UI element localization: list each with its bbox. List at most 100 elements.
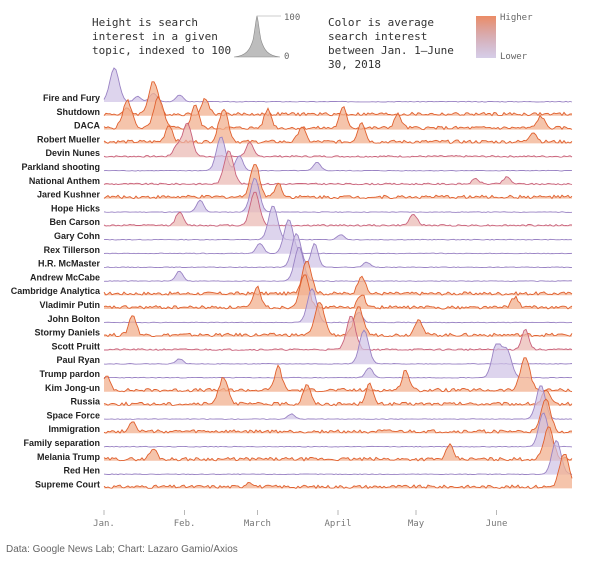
ridge-area [104, 357, 572, 392]
height-legend-sample [233, 15, 281, 58]
row-label: Immigration [48, 424, 100, 434]
height-legend-max: 100 [284, 13, 301, 23]
row-label: Vladimir Putin [39, 300, 100, 310]
ridge-daca: DACA [74, 95, 573, 131]
ridge-family-separation: Family separation [23, 412, 573, 448]
row-label: Russia [70, 397, 101, 407]
color-legend-text: Color is average search interest between… [328, 16, 454, 71]
row-label: Cambridge Analytica [11, 286, 101, 296]
row-label: Fire and Fury [43, 93, 100, 103]
ridge-line [103, 377, 573, 407]
ridge-area [104, 377, 572, 406]
ridge-line [104, 315, 573, 351]
ridge-area [104, 109, 572, 144]
ridge-fire-and-fury: Fire and Fury [43, 67, 573, 103]
ridge-area [104, 68, 572, 102]
ridge-line [103, 232, 573, 269]
ridge-kim-jong-un: Kim Jong-un [45, 357, 573, 393]
ridge-vladimir-putin: Vladimir Putin [39, 274, 573, 310]
ridge-andrew-mccabe: Andrew McCabe [30, 247, 573, 282]
ridge-area [104, 81, 572, 116]
ridge-melania-trump: Melania Trump [37, 426, 573, 462]
ridge-immigration: Immigration [48, 398, 572, 434]
ridge-h-r-mcmaster: H.R. McMaster [38, 232, 573, 269]
ridge-line [103, 164, 573, 200]
row-label: Trump pardon [40, 369, 101, 379]
ridge-ben-carson: Ben Carson [49, 191, 573, 227]
ridge-devin-nunes: Devin Nunes [45, 122, 573, 158]
ridge-area [104, 440, 572, 475]
ridge-line [103, 81, 573, 117]
x-tick-label: May [408, 519, 425, 529]
row-label: Family separation [23, 438, 100, 448]
ridge-line [103, 122, 573, 158]
row-label: Andrew McCabe [30, 272, 100, 282]
row-label: DACA [74, 121, 100, 131]
ridge-area [104, 316, 572, 351]
ridge-line [103, 412, 573, 448]
row-label: H.R. McMaster [38, 259, 101, 269]
source-note: Data: Google News Lab; Chart: Lazaro Gam… [6, 544, 238, 555]
ridge-national-anthem: National Anthem [29, 150, 573, 186]
ridge-rex-tillerson: Rex Tillerson [44, 219, 573, 255]
ridge-area [104, 247, 572, 282]
ridge-line [103, 205, 573, 241]
ridge-john-bolton: John Bolton [48, 288, 573, 324]
row-label: Melania Trump [37, 452, 101, 462]
color-legend-low: Lower [500, 52, 528, 62]
ridge-line [103, 95, 573, 131]
row-label: Ben Carson [49, 217, 100, 227]
x-tick-label: Jan. [93, 519, 115, 529]
ridge-space-force: Space Force [46, 385, 573, 420]
x-tick-label: Feb. [174, 519, 196, 529]
ridge-area [104, 426, 572, 461]
ridge-parkland-shooting: Parkland shooting [21, 136, 573, 172]
ridge-stormy-daniels: Stormy Daniels [34, 302, 573, 338]
ridge-line [103, 288, 573, 324]
x-tick-label: April [324, 519, 351, 529]
row-label: Shutdown [57, 107, 101, 117]
x-tick-label: June [486, 519, 508, 529]
ridge-shutdown: Shutdown [57, 81, 573, 117]
row-label: Hope Hicks [51, 203, 100, 213]
ridge-red-hen: Red Hen [63, 439, 573, 476]
ridge-trump-pardon: Trump pardon [40, 343, 573, 379]
ridge-area [104, 96, 572, 130]
ridge-line [103, 136, 573, 172]
height-legend-min: 0 [284, 52, 290, 62]
color-legend-gradient [476, 16, 496, 58]
row-label: Devin Nunes [45, 148, 100, 158]
ridge-line [103, 260, 573, 296]
ridge-line [103, 274, 573, 310]
row-label: Paul Ryan [56, 355, 100, 365]
ridge-line [103, 385, 573, 420]
ridge-line [103, 302, 573, 338]
height-legend-text: Height is search interest in a given top… [92, 16, 232, 57]
ridge-line [103, 453, 573, 490]
ridge-jared-kushner: Jared Kushner [37, 164, 573, 200]
ridge-area [104, 137, 572, 171]
ridge-russia: Russia [70, 377, 573, 407]
row-label: Jared Kushner [37, 190, 101, 200]
ridge-line [103, 439, 573, 476]
ridge-line [103, 247, 573, 282]
row-label: Gary Cohn [54, 231, 100, 241]
row-label: Rex Tillerson [44, 245, 100, 255]
row-label: Kim Jong-un [45, 383, 100, 393]
x-tick-label: March [244, 519, 271, 529]
row-label: John Bolton [48, 314, 101, 324]
row-label: Robert Mueller [37, 134, 101, 144]
row-label: Space Force [46, 410, 100, 420]
ridge-line [103, 398, 572, 434]
color-legend-high: Higher [500, 13, 533, 23]
ridge-line [103, 357, 573, 393]
ridge-line [103, 426, 573, 462]
row-label: Stormy Daniels [34, 328, 100, 338]
row-label: Supreme Court [35, 479, 100, 489]
ridge-supreme-court: Supreme Court [35, 453, 573, 490]
ridge-hope-hicks: Hope Hicks [51, 177, 573, 213]
ridge-gary-cohn: Gary Cohn [54, 205, 573, 241]
ridge-line [103, 177, 573, 213]
row-label: Scott Pruitt [52, 341, 101, 351]
